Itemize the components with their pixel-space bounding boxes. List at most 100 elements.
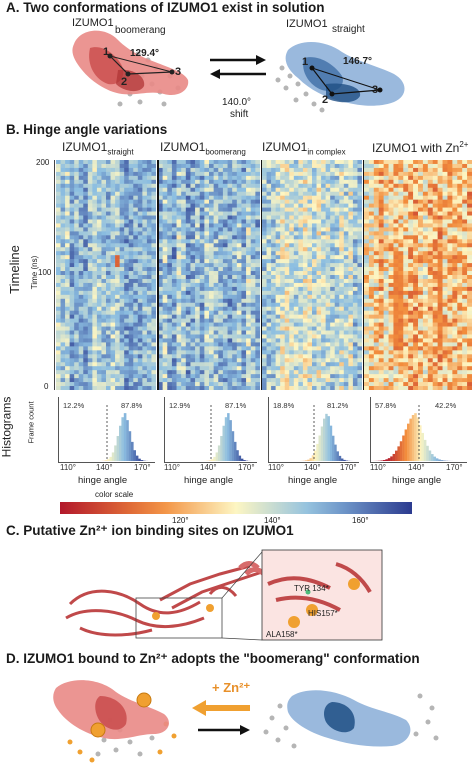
heatmap-cell: [378, 263, 384, 268]
heatmap-cell: [432, 211, 438, 216]
heatmap-cell: [181, 370, 187, 375]
heatmap-cell: [293, 239, 299, 244]
heatmap-cell: [87, 314, 93, 319]
heatmap-cell: [246, 318, 252, 323]
heatmap-cell: [255, 275, 260, 280]
heatmap-cell: [262, 314, 267, 319]
heatmap-cell: [321, 386, 326, 390]
heatmap-cell: [128, 275, 134, 280]
heatmap-cell: [316, 286, 322, 292]
heatmap-cell: [236, 239, 242, 244]
heatmap-cell: [280, 223, 286, 228]
heatmap-cell: [368, 282, 375, 288]
heatmap-cell: [124, 374, 130, 379]
heatmap-cell: [74, 362, 80, 367]
heatmap-cell: [437, 211, 443, 216]
heatmap-cell: [213, 231, 219, 236]
heatmap-cell: [227, 195, 233, 200]
heatmap-cell: [190, 259, 196, 264]
heatmap-cell: [176, 326, 182, 331]
heatmap-cell: [209, 334, 214, 339]
heatmap-cell: [255, 199, 260, 204]
heatmap-cell: [364, 239, 370, 244]
heatmap-cell: [218, 231, 224, 236]
heatmap-cell: [96, 382, 102, 387]
heatmap-cell: [236, 187, 242, 193]
heatmap-cell: [65, 346, 70, 351]
heatmap-cell: [432, 354, 438, 359]
heatmap-cell: [348, 370, 354, 375]
heatmap-cell: [209, 239, 214, 244]
heatmap-cell: [236, 167, 242, 173]
heatmap-cell: [452, 223, 458, 228]
heatmap-cell: [213, 346, 219, 351]
heatmap-cell: [227, 255, 233, 260]
heatmap-cell: [271, 247, 276, 252]
heatmap-cell: [199, 362, 205, 367]
heatmap-cell: [74, 243, 80, 248]
heatmap-cell: [348, 199, 354, 204]
heatmap-cell: [289, 199, 295, 204]
heatmap-cell: [457, 259, 463, 264]
heatmap-cell: [422, 235, 429, 240]
heatmap-cell: [408, 215, 414, 220]
heatmap-cell: [316, 334, 322, 339]
heatmap-cell: [146, 326, 152, 331]
heatmap-cell: [334, 346, 340, 351]
heatmap-cell: [393, 386, 399, 390]
heatmap-cell: [321, 366, 326, 371]
heatmap-cell: [398, 183, 404, 189]
heatmap-cell: [124, 310, 130, 315]
heatmap-cell: [106, 187, 111, 193]
heatmap-cell: [115, 163, 120, 169]
heatmap-cell: [427, 255, 434, 260]
heatmap-cell: [413, 219, 419, 224]
heatmap-cell: [69, 342, 75, 347]
heatmap-cell: [222, 346, 228, 351]
heatmap-cell: [330, 271, 336, 276]
heatmap-cell: [96, 298, 102, 304]
heatmap-cell: [133, 370, 139, 375]
heatmap-cell: [447, 275, 453, 280]
heatmap-cell: [110, 306, 116, 311]
heatmap-cell: [185, 219, 191, 224]
heatmap-cell: [222, 179, 228, 185]
heatmap-cell: [418, 342, 424, 347]
heatmap-cell: [289, 227, 295, 232]
heatmap-cell: [232, 175, 238, 181]
heatmap-cell: [83, 282, 89, 288]
heatmap-cell: [87, 354, 93, 359]
heatmap-cell: [422, 160, 429, 165]
heatmap-cell: [388, 199, 394, 204]
heatmap-cell: [74, 298, 80, 304]
heatmap-cell: [176, 310, 182, 315]
heatmap-cell: [255, 239, 260, 244]
heatmap-cell: [69, 203, 75, 208]
heatmap-cell: [280, 386, 286, 390]
heatmap-cell: [447, 183, 453, 189]
heatmap-cell: [218, 350, 224, 355]
heatmap-cell: [222, 207, 228, 212]
heatmap-cell: [87, 294, 93, 300]
heatmap-cell: [146, 282, 152, 288]
heatmap-cell: [181, 362, 187, 367]
heatmap-cell: [403, 187, 409, 193]
heatmap-cell: [255, 314, 260, 319]
heatmap-cell: [398, 386, 404, 390]
heatmap-cell: [171, 282, 177, 288]
heatmap-cell: [437, 302, 443, 308]
heatmap-cell: [133, 302, 139, 308]
heatmap-cell: [69, 338, 75, 343]
heatmap-cell: [398, 175, 404, 181]
heatmap-cell: [142, 167, 148, 173]
heatmap-cell: [167, 171, 173, 177]
heatmap-cell: [452, 215, 458, 220]
heatmap-cell: [218, 263, 224, 268]
heatmap-cell: [321, 370, 326, 375]
heatmap-cell: [442, 318, 448, 323]
heatmap-cell: [357, 179, 362, 185]
heatmap-cell: [190, 290, 196, 296]
heatmap-cell: [204, 267, 210, 272]
heatmap-cell: [158, 354, 163, 359]
heatmap-cell: [418, 231, 424, 236]
